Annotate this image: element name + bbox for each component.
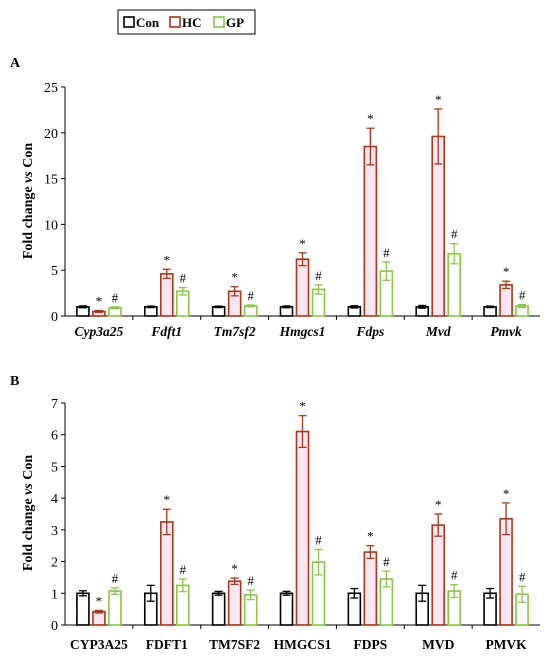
chart-panel-a: A Fold change vs Con 0 5 10 15 20 25 Cyp3a25 * # Fd… (10, 56, 540, 339)
bar-hc (363, 551, 378, 626)
significance-mark: # (247, 573, 254, 588)
y-tick-label: 20 (44, 127, 58, 142)
y-tick-label: 3 (51, 524, 58, 539)
significance-mark: # (519, 569, 526, 584)
y-tick-label: 5 (51, 460, 58, 475)
legend: Con HC GP (117, 9, 256, 35)
significance-mark: # (315, 533, 322, 548)
bar-hc (295, 258, 310, 317)
significance-mark: * (503, 486, 510, 501)
y-tick-label: 1 (51, 587, 58, 602)
significance-mark: # (315, 268, 322, 283)
significance-mark: # (247, 288, 254, 303)
y-axis-title: Fold change vs Con (21, 455, 36, 572)
significance-mark: * (231, 561, 238, 576)
bar-hc (159, 273, 174, 317)
category-label: Tm7sf2 (214, 324, 256, 339)
chart-panel-b: B Fold change vs Con 0 1 2 3 4 5 6 7 CYP3A25 * # FDFT… (10, 374, 540, 652)
significance-mark: # (383, 245, 390, 260)
category-label: FDFT1 (146, 637, 188, 652)
legend-label-gp: GP (226, 15, 244, 30)
y-tick-label: 5 (51, 264, 58, 279)
y-tick-label: 4 (51, 492, 58, 507)
significance-mark: # (112, 571, 119, 586)
y-tick-label: 6 (51, 429, 58, 444)
significance-mark: * (367, 111, 374, 126)
legend-label-con: Con (136, 15, 160, 30)
significance-mark: # (112, 290, 119, 305)
y-tick-label: 0 (51, 310, 58, 325)
y-axis-title: Fold change vs Con (21, 143, 36, 260)
significance-mark: * (503, 264, 510, 279)
category-label: MVD (422, 637, 454, 652)
bar-hc (227, 580, 242, 626)
significance-mark: * (164, 492, 171, 507)
category-label: Fdps (355, 324, 384, 339)
significance-mark: * (299, 236, 306, 251)
bar-hc (363, 145, 378, 317)
y-tick-label: 2 (51, 556, 58, 571)
category-label: TM7SF2 (209, 637, 260, 652)
bar-gp (108, 590, 122, 626)
significance-mark: * (367, 529, 374, 544)
significance-mark: * (96, 294, 103, 309)
legend-swatch-con (123, 16, 135, 28)
significance-mark: # (451, 227, 458, 242)
significance-mark: # (519, 288, 526, 303)
significance-mark: * (231, 270, 238, 285)
category-label: PMVK (485, 637, 527, 652)
category-label: Cyp3a25 (75, 324, 124, 339)
bar-hc (92, 610, 106, 626)
significance-mark: # (383, 554, 390, 569)
y-tick-label: 25 (44, 81, 58, 96)
significance-mark: * (299, 399, 306, 414)
category-label: Pmvk (490, 324, 522, 339)
y-tick-label: 7 (51, 397, 58, 412)
legend-swatch-gp (213, 16, 225, 28)
category-label: FDPS (353, 637, 387, 652)
significance-mark: # (180, 562, 187, 577)
category-label: Hmgcs1 (279, 324, 326, 339)
legend-label-hc: HC (182, 15, 202, 30)
significance-mark: * (164, 252, 171, 267)
significance-mark: * (96, 593, 103, 608)
category-label: CYP3A25 (70, 637, 128, 652)
category-label: Fdft1 (150, 324, 182, 339)
panel-label: B (10, 374, 19, 389)
bar-con (211, 592, 226, 626)
significance-mark: # (180, 271, 187, 286)
legend-box (117, 9, 256, 35)
category-label: HMGCS1 (274, 637, 332, 652)
category-label: Mvd (425, 324, 451, 339)
bar-hc (431, 524, 446, 626)
bar-hc (499, 284, 513, 317)
panel-label: A (10, 56, 21, 71)
y-tick-label: 10 (44, 218, 58, 233)
y-tick-label: 15 (44, 173, 58, 188)
bar-con (279, 592, 294, 626)
significance-mark: * (435, 92, 442, 107)
bar-hc (295, 430, 310, 626)
bar-con (76, 592, 90, 626)
significance-mark: * (435, 497, 442, 512)
legend-swatch-hc (169, 16, 181, 28)
significance-mark: # (451, 568, 458, 583)
y-tick-label: 0 (51, 619, 58, 634)
bar-hc (159, 521, 174, 626)
